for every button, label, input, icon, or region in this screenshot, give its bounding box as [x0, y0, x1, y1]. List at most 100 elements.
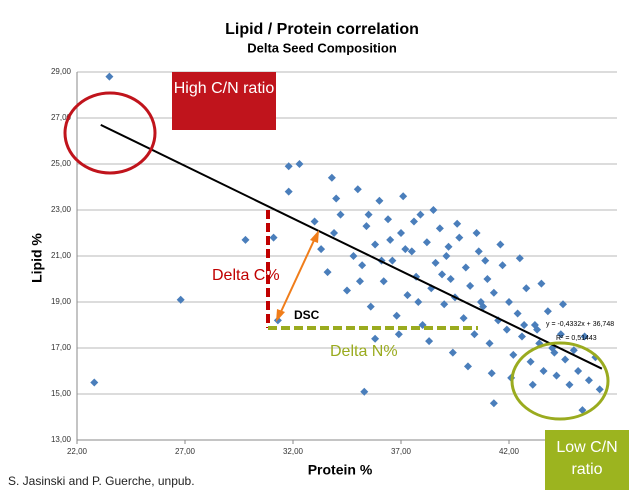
point [537, 279, 546, 288]
point [323, 268, 332, 277]
point [332, 194, 341, 203]
point [440, 300, 449, 309]
point [565, 380, 574, 389]
chart-title: Lipid / Protein correlation [225, 21, 419, 38]
point [550, 348, 559, 357]
y-axis-label: Lipid % [29, 233, 45, 283]
point [517, 332, 526, 341]
point [543, 307, 552, 316]
high-label-box: High C/N ratio [173, 80, 275, 97]
point [295, 160, 304, 168]
point [502, 325, 511, 334]
point [489, 399, 498, 408]
point [466, 281, 475, 290]
point [241, 235, 250, 244]
point [366, 302, 375, 311]
point [463, 362, 472, 371]
point [431, 258, 440, 267]
point [105, 72, 114, 81]
point [498, 261, 507, 270]
y-tick-label: 17,00 [51, 343, 72, 352]
point [453, 219, 462, 228]
point [552, 371, 561, 380]
point [496, 240, 505, 249]
y-tick-label: 23,00 [51, 205, 72, 214]
point [487, 369, 496, 378]
y-tick-label: 27,00 [51, 113, 72, 122]
point [561, 355, 570, 364]
point [414, 298, 423, 306]
point [446, 275, 455, 283]
equation: y = -0,4332x + 36,748 [546, 321, 614, 328]
point [505, 298, 513, 306]
arrow-head [310, 230, 319, 243]
point [474, 247, 483, 256]
point [513, 309, 522, 318]
low-label-box: Low C/N ratio [556, 439, 617, 478]
point [422, 238, 431, 247]
point [520, 321, 529, 329]
point [448, 348, 457, 357]
point [584, 376, 593, 385]
point [407, 247, 416, 256]
point [509, 350, 518, 359]
delta-n-label: Delta N% [330, 343, 398, 360]
point [476, 298, 485, 306]
point [425, 337, 434, 346]
point [429, 206, 438, 214]
point [336, 210, 345, 219]
point [375, 196, 384, 205]
point [522, 284, 531, 293]
point [403, 291, 412, 300]
delta-c-label: Delta C% [212, 267, 280, 284]
point [483, 275, 492, 283]
point [355, 277, 364, 286]
point [459, 314, 468, 323]
point [362, 222, 371, 231]
point [569, 346, 578, 355]
y-tick-label: 29,00 [51, 67, 72, 76]
point [384, 215, 393, 224]
point [416, 210, 425, 219]
point [360, 387, 369, 396]
y-tick-label: 25,00 [51, 159, 72, 168]
point [442, 252, 451, 260]
point [489, 288, 498, 297]
annotations: High C/N ratio Low C/N ratio Delta C% De… [63, 72, 629, 490]
x-tick-label: 27,00 [175, 447, 196, 456]
y-tick-label: 15,00 [51, 389, 72, 398]
point [394, 330, 403, 339]
high-box [172, 72, 276, 130]
x-tick-label: 22,00 [67, 447, 88, 456]
r-squared: R² = 0,51443 [556, 335, 597, 342]
point [386, 235, 395, 244]
arrow-head [276, 309, 285, 322]
y-tick-label: 13,00 [51, 435, 72, 444]
point [559, 300, 567, 309]
point [90, 378, 99, 387]
point [556, 330, 565, 339]
point [364, 210, 373, 219]
point [327, 173, 336, 182]
point [515, 254, 524, 263]
point [539, 367, 548, 375]
x-tick-label: 37,00 [391, 447, 412, 456]
point [580, 332, 589, 341]
point [358, 261, 367, 270]
point [284, 187, 293, 196]
y-tick-label: 19,00 [51, 297, 72, 306]
point [472, 229, 481, 237]
point [392, 311, 401, 320]
point [481, 256, 490, 265]
point [470, 330, 479, 339]
point [401, 245, 410, 254]
low-ellipse [510, 341, 610, 421]
point [371, 334, 380, 343]
high-label: High C/N ratio [173, 80, 275, 97]
x-axis-label: Protein % [308, 462, 373, 478]
point [269, 233, 278, 242]
point [578, 406, 587, 415]
point [317, 245, 326, 254]
chart-subtitle: Delta Seed Composition [247, 40, 397, 55]
